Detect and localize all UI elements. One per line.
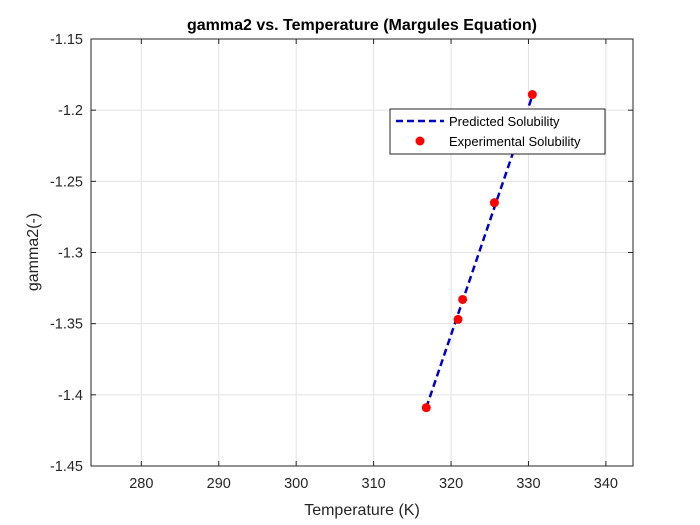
x-tick-label: 300 (284, 476, 308, 492)
y-axis-label: gamma2(-) (25, 213, 42, 291)
x-tick-label: 320 (439, 476, 463, 492)
experimental-solubility-point (527, 90, 537, 100)
experimental-solubility-point (421, 403, 431, 413)
chart-title: gamma2 vs. Temperature (Margules Equatio… (187, 17, 537, 34)
y-tick-label: -1.25 (50, 174, 83, 190)
series-layer (421, 90, 537, 413)
legend-predicted-label: Predicted Solubility (449, 114, 560, 129)
legend-experimental-marker (415, 136, 425, 146)
y-tick-label: -1.3 (58, 246, 83, 262)
y-tick-label: -1.35 (50, 317, 83, 333)
legend-experimental-label: Experimental Solubility (449, 134, 581, 149)
x-tick-label: 280 (129, 476, 153, 492)
legend-box (389, 108, 606, 155)
y-tick-label: -1.45 (50, 459, 83, 475)
x-axis-label: Temperature (K) (304, 502, 420, 519)
ticks: 280 290 300 310 320 330 340 -1.45 -1.4 -1.35 -1.3 -… (50, 32, 633, 492)
experimental-solubility-point (453, 314, 463, 324)
experimental-solubility-point (458, 294, 468, 304)
x-tick-label: 340 (594, 476, 618, 492)
experimental-solubility-point (489, 198, 499, 208)
y-tick-label: -1.4 (58, 388, 83, 404)
y-tick-label: -1.2 (58, 103, 83, 119)
legend: Predicted Solubility Experimental Solubi… (389, 108, 606, 155)
x-tick-label: 330 (516, 476, 540, 492)
x-tick-label: 290 (207, 476, 231, 492)
x-tick-label: 310 (362, 476, 386, 492)
y-tick-label: -1.15 (50, 32, 83, 48)
